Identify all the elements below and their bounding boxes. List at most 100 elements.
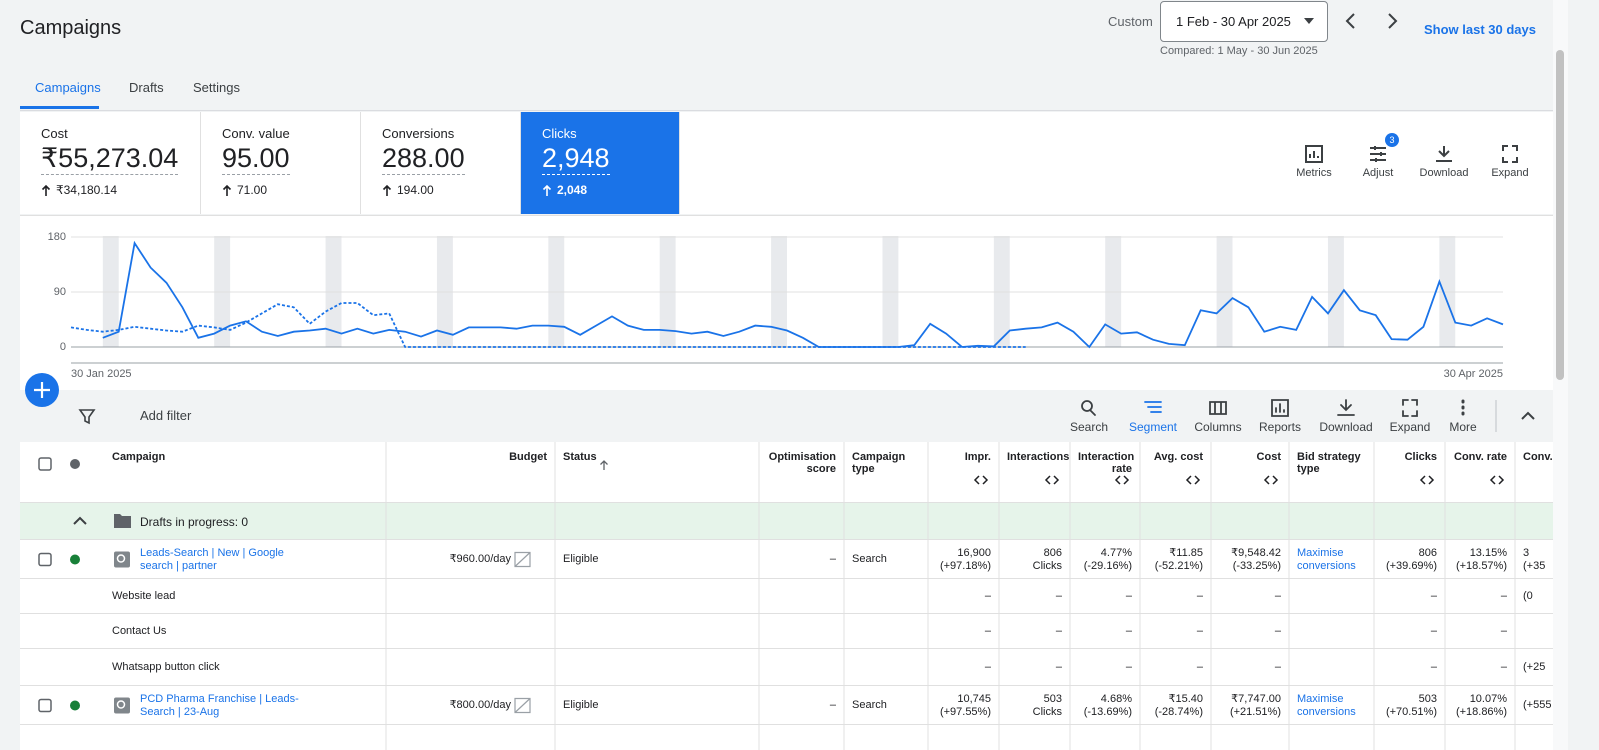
cell-text[interactable]: Maximise conversions xyxy=(1297,546,1356,572)
column-header[interactable]: Interactions xyxy=(1007,451,1070,463)
scorecard-value: ₹55,273.04 xyxy=(41,143,179,175)
cell: PCD Pharma Franchise | Leads-Search | 23… xyxy=(140,686,310,725)
scorecard-value: 2,948 xyxy=(542,143,610,175)
toolbar-button[interactable]: Reports xyxy=(1258,420,1302,434)
tabs-divider xyxy=(20,110,1553,111)
cell xyxy=(394,614,511,649)
cell-text: – xyxy=(1196,661,1203,673)
cell: – xyxy=(1219,579,1281,614)
cell: 10,745 (+97.55%) xyxy=(936,686,991,725)
cell: ₹7,747.00 (+21.51%) xyxy=(1219,686,1281,725)
scorecard-label: Conv. value xyxy=(222,126,290,141)
cell: Maximise conversions xyxy=(1297,686,1366,725)
toolbar-button[interactable]: Segment xyxy=(1128,420,1178,434)
cell-text[interactable]: PCD Pharma Franchise | Leads-Search | 23… xyxy=(140,692,299,718)
cell: – xyxy=(767,686,836,725)
prev-button[interactable] xyxy=(1345,13,1355,29)
column-header[interactable]: Status xyxy=(563,451,597,463)
cell: Eligible xyxy=(563,686,751,725)
cell: Website lead xyxy=(112,579,372,614)
chart-tool[interactable]: Metrics xyxy=(1296,167,1332,179)
toolbar-button[interactable]: Expand xyxy=(1389,420,1431,434)
scorecard[interactable]: Conversions 288.00 194.00 xyxy=(361,112,521,214)
cell: – xyxy=(1453,649,1507,686)
cell-text: (+35 xyxy=(1523,559,1546,572)
cell xyxy=(1297,579,1366,614)
chart-tool[interactable]: Adjust xyxy=(1362,167,1394,179)
column-header[interactable]: Campaign xyxy=(112,451,166,463)
show-last-link[interactable]: Show last 30 days xyxy=(1424,22,1536,37)
add-filter[interactable]: Add filter xyxy=(140,408,192,423)
column-header[interactable]: Avg. cost xyxy=(1153,451,1203,463)
toolbar-icon[interactable] xyxy=(1209,401,1227,415)
toolbar-button[interactable]: Download xyxy=(1319,420,1373,434)
filter-icon[interactable] xyxy=(78,409,96,425)
cell-text: (-52.21%) xyxy=(1154,559,1203,572)
cell-text: – xyxy=(829,553,836,565)
toolbar-button[interactable]: More xyxy=(1449,420,1477,434)
scorecard-change: ₹34,180.14 xyxy=(56,183,118,197)
cell-text: – xyxy=(1500,590,1507,602)
chart-tool[interactable]: Download xyxy=(1419,167,1469,179)
cell xyxy=(852,614,920,649)
scorecard[interactable]: Conv. value 95.00 71.00 xyxy=(201,112,361,214)
collapse-button[interactable] xyxy=(1521,411,1535,420)
cell xyxy=(394,649,511,686)
column-header[interactable]: Interaction rate xyxy=(1078,451,1135,475)
tab[interactable]: Campaigns xyxy=(35,80,101,95)
cell: Search xyxy=(852,540,920,579)
cell: 503 (+70.51%) xyxy=(1382,686,1437,725)
column-header[interactable]: Conv. rate xyxy=(1454,451,1507,463)
cell-text[interactable]: Maximise conversions xyxy=(1297,692,1356,718)
toolbar-icon[interactable] xyxy=(1144,401,1162,413)
cell: Whatsapp button click xyxy=(112,649,372,686)
cell-text: Eligible xyxy=(563,699,599,711)
cell xyxy=(767,649,836,686)
cell xyxy=(767,614,836,649)
cell-text: (+97.55%) xyxy=(939,705,991,718)
scorecard[interactable]: Clicks 2,948 2,048 xyxy=(521,112,680,214)
column-header[interactable]: Clicks xyxy=(1404,451,1437,463)
cell-text: 16,900 xyxy=(957,546,991,559)
tab[interactable]: Drafts xyxy=(129,80,164,95)
cell xyxy=(1297,649,1366,686)
toolbar-icon[interactable] xyxy=(1081,400,1096,416)
cell: (+555 xyxy=(1523,686,1551,725)
cell: (+25 xyxy=(1523,649,1545,686)
toolbar-icon[interactable] xyxy=(1271,399,1289,417)
cell-text: 13.15% xyxy=(1469,546,1507,559)
cell xyxy=(563,614,751,649)
cell: – xyxy=(1148,579,1203,614)
toolbar-button[interactable]: Search xyxy=(1069,420,1109,434)
tab-underline xyxy=(20,106,99,109)
cell: – xyxy=(936,579,991,614)
cell-text[interactable]: Leads-Search | New | Google search | par… xyxy=(140,546,284,572)
column-header[interactable]: Optimisation score xyxy=(768,451,836,475)
date-picker[interactable]: 1 Feb - 30 Apr 2025 xyxy=(1160,1,1328,42)
scorecard[interactable]: Cost ₹55,273.04 ₹34,180.14 xyxy=(20,112,201,214)
column-header[interactable]: Conv. xyxy=(1523,451,1553,463)
column-header[interactable]: Campaign type xyxy=(852,451,906,475)
cell-text: – xyxy=(984,625,991,637)
column-header[interactable]: Bid strategy type xyxy=(1297,451,1361,475)
toolbar-icon[interactable] xyxy=(1402,399,1418,417)
column-header[interactable]: Cost xyxy=(1256,451,1281,463)
date-range: 1 Feb - 30 Apr 2025 xyxy=(1176,14,1291,29)
next-button[interactable] xyxy=(1388,13,1398,29)
toolbar-icon[interactable] xyxy=(1337,399,1355,416)
cell-text: (+97.18%) xyxy=(939,559,991,572)
column-header[interactable]: Impr. xyxy=(964,451,991,463)
cell-text: – xyxy=(1055,590,1062,602)
toolbar-button[interactable]: Columns xyxy=(1194,420,1242,434)
cell-text: 4.68% xyxy=(1100,692,1132,705)
scrollbar-thumb[interactable] xyxy=(1556,50,1564,380)
cell xyxy=(1523,614,1545,649)
cell-text: 503 xyxy=(1418,692,1437,705)
tab[interactable]: Settings xyxy=(193,80,240,95)
column-header[interactable]: Budget xyxy=(509,451,547,463)
cell-text: 4.77% xyxy=(1100,546,1132,559)
cell: Contact Us xyxy=(112,614,372,649)
cell-text: – xyxy=(829,699,836,711)
chart-tool[interactable]: Expand xyxy=(1491,167,1529,179)
cell-text: Search xyxy=(852,553,887,565)
